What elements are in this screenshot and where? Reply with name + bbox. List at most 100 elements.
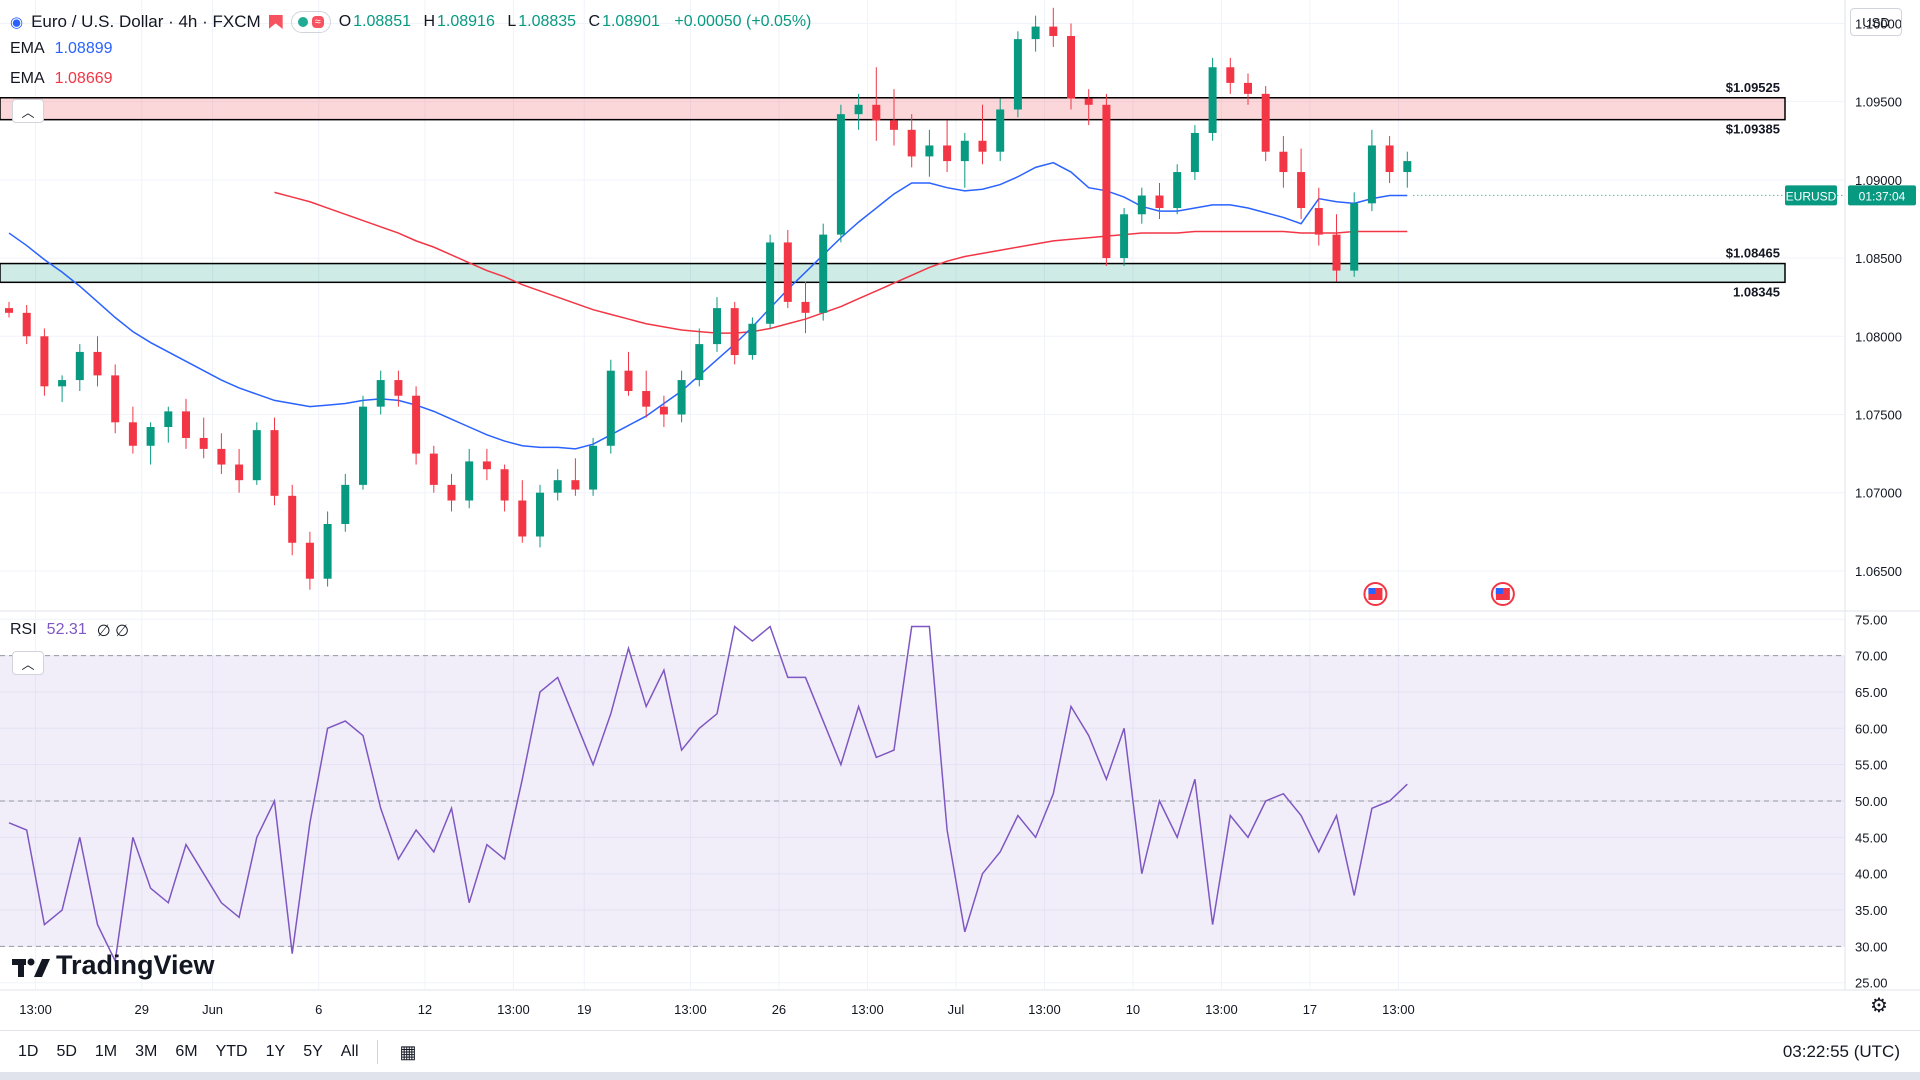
- utc-clock[interactable]: 03:22:55 (UTC): [1782, 1042, 1900, 1061]
- candle-body: [93, 351, 102, 376]
- candle-body: [182, 411, 190, 438]
- ema-legend-blue[interactable]: EMA 1.08899: [10, 40, 113, 57]
- candle-body: [978, 140, 987, 152]
- candle-body: [819, 234, 828, 313]
- candle: [943, 120, 952, 173]
- candle: [235, 448, 244, 493]
- candle-body: [960, 140, 969, 162]
- candle: [713, 297, 721, 352]
- candle-body: [1261, 93, 1270, 152]
- calendar-icon[interactable]: ▦: [399, 1041, 417, 1062]
- rsi-tick-label: 25.00: [1855, 976, 1888, 991]
- candle-body: [1137, 195, 1146, 215]
- candle: [199, 417, 208, 459]
- candle-body: [1314, 208, 1323, 235]
- time-tick-label: 6: [315, 1002, 322, 1017]
- symbol-tag-label: EURUSD: [1786, 189, 1837, 203]
- candle-body: [270, 430, 279, 496]
- bottom-stripe: [0, 1072, 1920, 1080]
- price-tick-label: 1.09000: [1855, 173, 1902, 188]
- settings-gear-icon[interactable]: ⚙: [1870, 995, 1888, 1017]
- candle-body: [217, 448, 226, 465]
- candle: [801, 281, 810, 334]
- candle: [1031, 15, 1040, 52]
- candle-body: [659, 406, 668, 415]
- price-tick-label: 1.09500: [1855, 95, 1902, 110]
- candle-body: [1226, 67, 1235, 83]
- resistance-zone: [0, 97, 1786, 121]
- candle-body: [128, 422, 137, 446]
- time-tick-label: 13:00: [1205, 1002, 1238, 1017]
- market-status-pill[interactable]: ≈: [290, 11, 331, 33]
- symbol-title[interactable]: Euro / U.S. Dollar · 4h · FXCM: [31, 12, 261, 31]
- range-5d[interactable]: 5D: [56, 1043, 77, 1060]
- candle: [1403, 151, 1412, 188]
- bookmark-icon[interactable]: [268, 15, 283, 29]
- candle: [58, 375, 67, 402]
- globe-icon[interactable]: ◉: [10, 14, 24, 31]
- candle-body: [447, 484, 456, 501]
- price-change: +0.00050 (+0.05%): [674, 13, 812, 30]
- candle: [1120, 208, 1129, 266]
- zone-label: $1.09385: [1726, 122, 1780, 137]
- us-flag-icon: [1490, 582, 1515, 606]
- candle-body: [1067, 35, 1075, 99]
- candle-body: [359, 406, 367, 485]
- time-tick-label: Jun: [202, 1002, 223, 1017]
- candle: [730, 301, 739, 365]
- rsi-tick-label: 60.00: [1855, 721, 1888, 736]
- rsi-tick-label: 65.00: [1855, 685, 1888, 700]
- toolbar-divider: [376, 1040, 378, 1064]
- range-6m[interactable]: 6M: [175, 1043, 198, 1060]
- rsi-legend[interactable]: RSI 52.31 ∅ ∅: [10, 621, 130, 640]
- candle-body: [323, 523, 332, 579]
- candle-body: [836, 114, 845, 235]
- candle-body: [766, 242, 775, 324]
- currency-button[interactable]: USD: [1850, 8, 1902, 36]
- candle: [412, 386, 421, 465]
- range-ytd[interactable]: YTD: [215, 1043, 248, 1060]
- candle-body: [1350, 203, 1359, 271]
- time-tick-label: 26: [772, 1002, 786, 1017]
- collapse-legend-button[interactable]: ︿: [12, 99, 44, 123]
- candle: [93, 336, 102, 387]
- ema-legend-red[interactable]: EMA 1.08669: [10, 70, 113, 87]
- candle: [1244, 73, 1252, 105]
- candle: [766, 234, 775, 329]
- candle: [146, 422, 155, 465]
- collapse-rsi-button[interactable]: ︿: [12, 651, 44, 675]
- candle: [1013, 31, 1022, 118]
- candle: [1049, 7, 1058, 47]
- candle-body: [1155, 195, 1164, 209]
- candle-body: [907, 129, 916, 157]
- us-flag-icon: [1363, 582, 1388, 606]
- countdown-label: 01:37:04: [1859, 189, 1906, 203]
- range-all[interactable]: All: [340, 1043, 359, 1060]
- candle: [1102, 93, 1111, 266]
- candle: [819, 223, 828, 321]
- range-5y[interactable]: 5Y: [303, 1043, 323, 1060]
- ema-red-value: 1.08669: [54, 70, 113, 87]
- candle: [376, 370, 385, 415]
- candle: [890, 89, 898, 146]
- candle-body: [288, 495, 297, 543]
- ema-red-line: [274, 191, 1408, 334]
- candle: [182, 398, 190, 449]
- candle-body: [1279, 151, 1288, 173]
- candle-body: [111, 375, 120, 423]
- candle: [1297, 148, 1306, 219]
- range-1y[interactable]: 1Y: [265, 1043, 286, 1060]
- time-tick-label: 12: [418, 1002, 432, 1017]
- price-tick-label: 1.10000: [1855, 16, 1902, 31]
- range-1d[interactable]: 1D: [18, 1043, 39, 1060]
- candle: [252, 422, 261, 485]
- candle: [748, 317, 757, 360]
- rsi-value: 52.31: [46, 621, 87, 638]
- candle-body: [783, 242, 792, 302]
- range-3m[interactable]: 3M: [135, 1043, 158, 1060]
- candle: [1261, 86, 1270, 162]
- candle: [553, 469, 562, 501]
- candle-body: [1403, 161, 1412, 173]
- range-1m[interactable]: 1M: [94, 1043, 118, 1060]
